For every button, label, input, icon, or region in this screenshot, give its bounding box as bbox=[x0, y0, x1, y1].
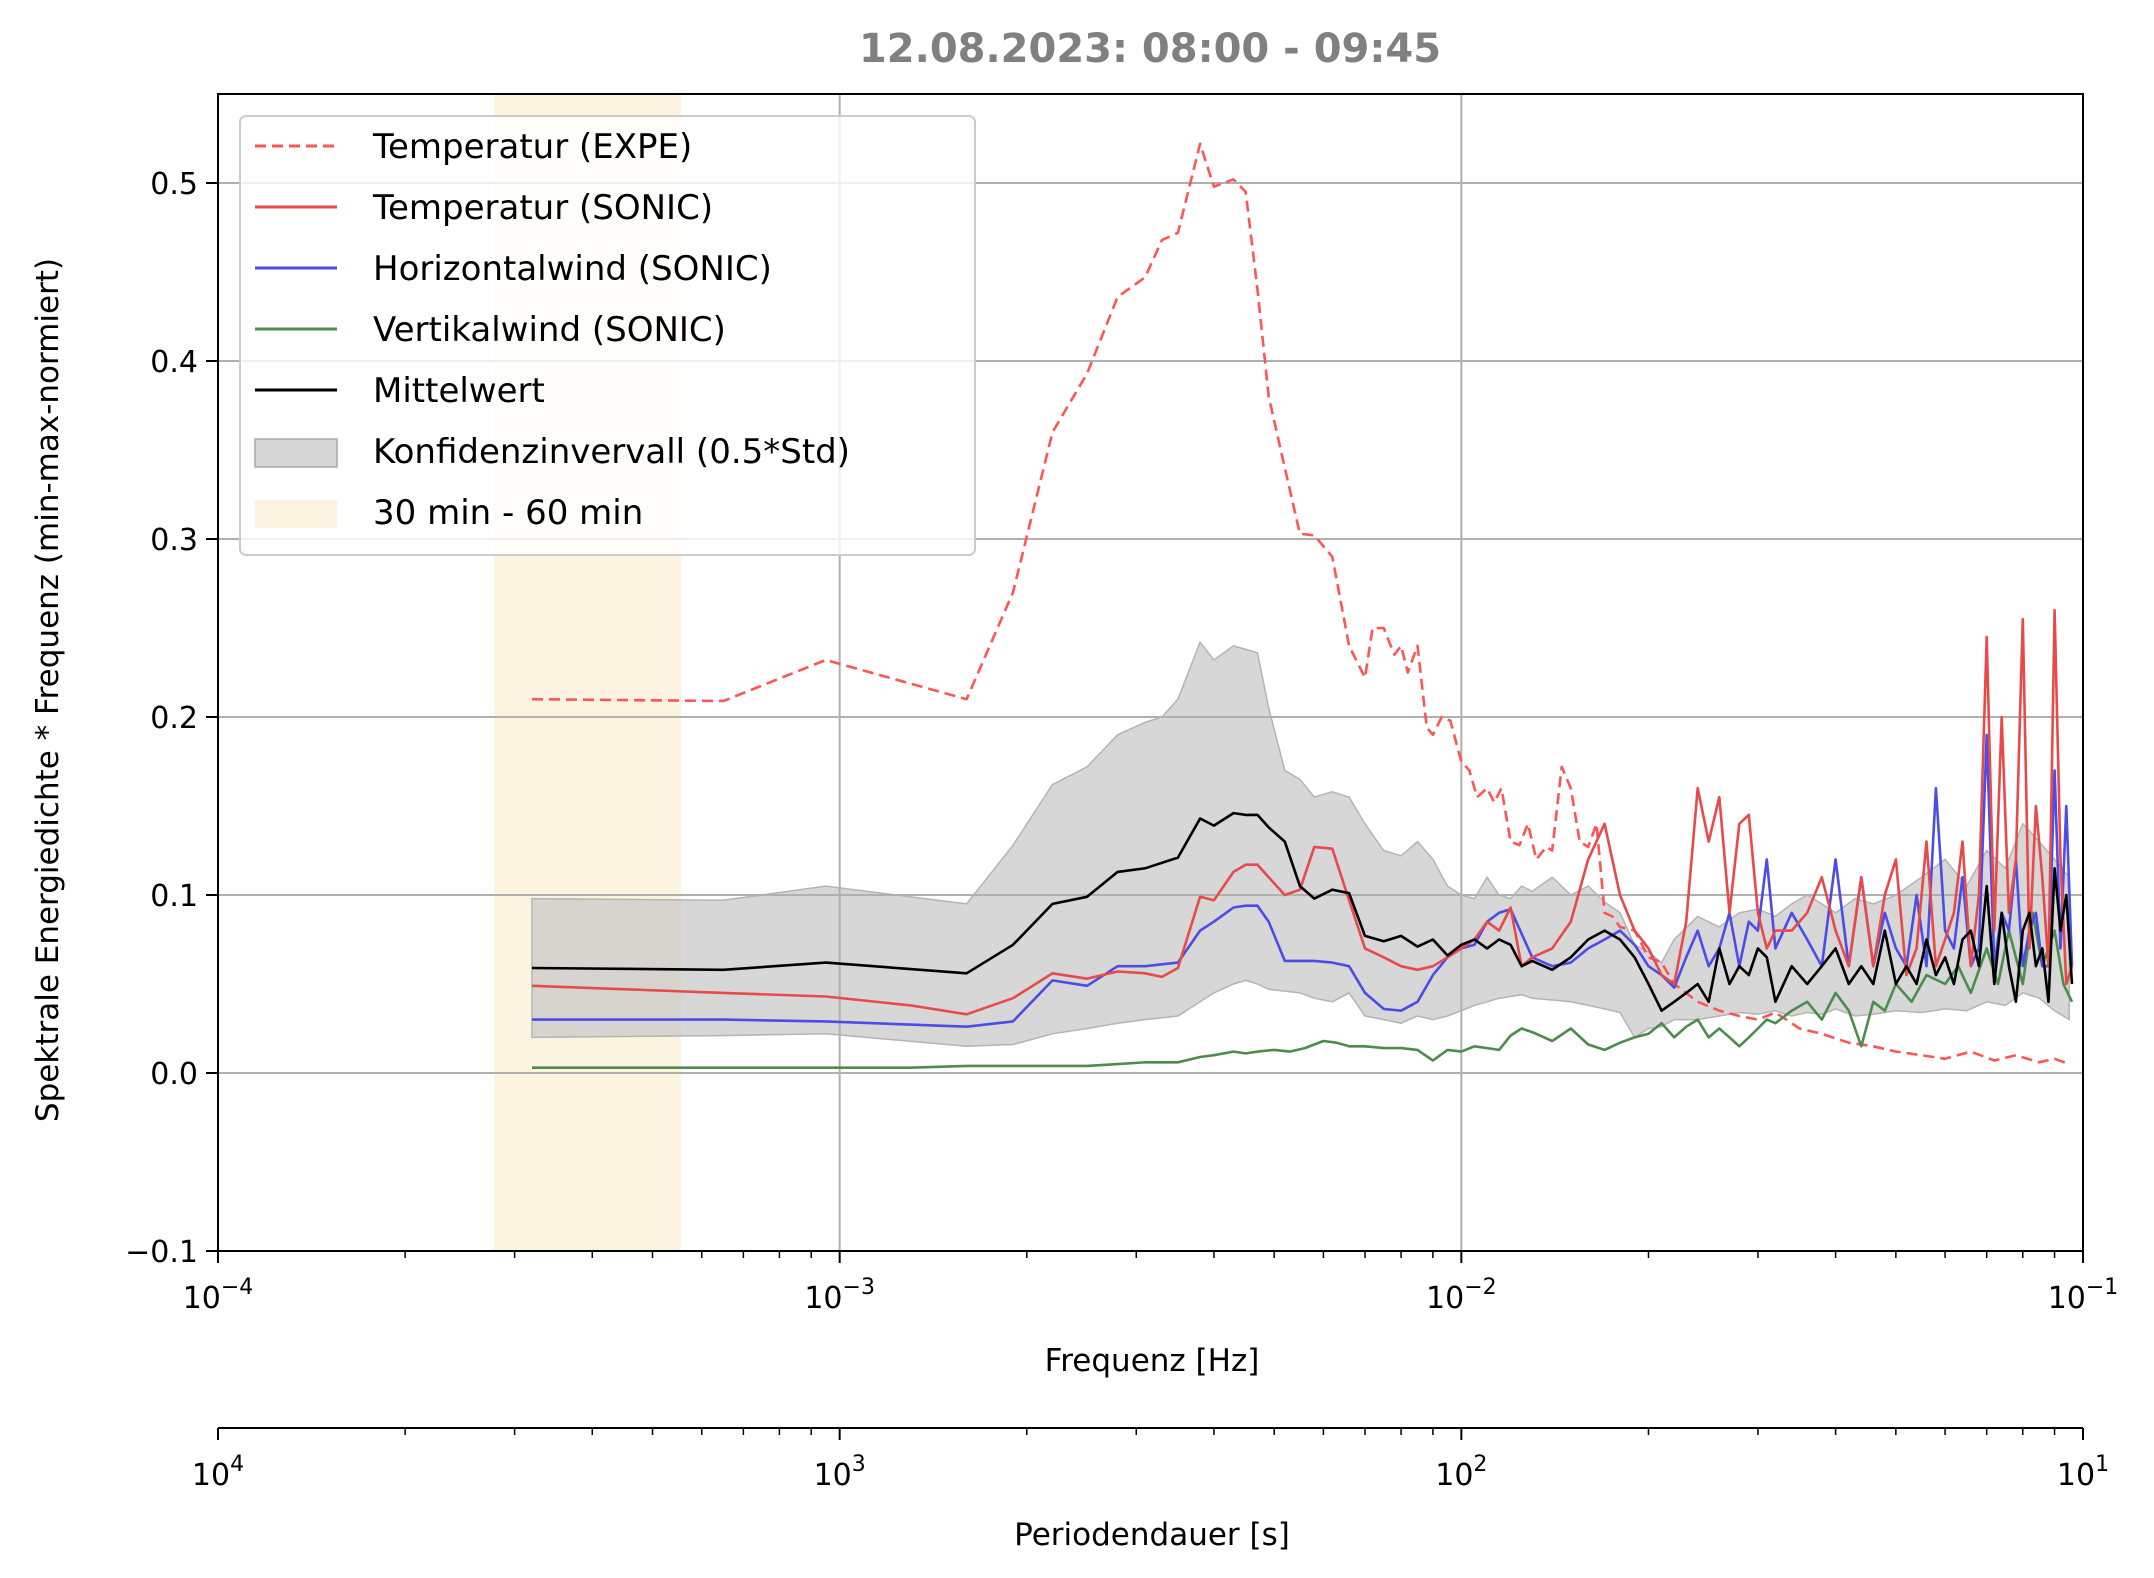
series-line bbox=[531, 811, 2074, 1013]
secondary-tick-label: 103 bbox=[814, 1452, 866, 1493]
legend-expe-label: Temperatur (EXPE) bbox=[372, 127, 692, 167]
legend-span-label: 30 min - 60 min bbox=[373, 493, 643, 533]
series-line bbox=[532, 733, 2074, 1028]
legend-span-swatch bbox=[255, 500, 337, 528]
legend-band-swatch bbox=[254, 438, 338, 468]
confidence-band bbox=[531, 640, 2070, 1048]
x-axis-label: Frequenz [Hz] bbox=[1045, 1343, 1260, 1379]
y-tick-label: 0.5 bbox=[150, 167, 198, 202]
secondary-tick-label: 102 bbox=[1435, 1452, 1487, 1493]
x-tick-label: 10−1 bbox=[2048, 1275, 2119, 1316]
y-tick-label: 0.3 bbox=[150, 523, 198, 558]
y-tick-label: 0.0 bbox=[150, 1057, 198, 1092]
legend-sonic_v-label: Vertikalwind (SONIC) bbox=[373, 310, 726, 350]
x-tick-label: 10−3 bbox=[804, 1275, 875, 1316]
y-tick-label: 0.1 bbox=[150, 879, 198, 914]
secondary-tick-label: 101 bbox=[2057, 1452, 2109, 1493]
y-axis-label: Spektrale Energiedichte * Frequenz (min-… bbox=[30, 258, 66, 1122]
y-tick-label: 0.2 bbox=[150, 701, 198, 736]
x-tick-label: 10−2 bbox=[1426, 1275, 1497, 1316]
series-line bbox=[531, 608, 2074, 1016]
chart-title: 12.08.2023: 08:00 - 09:45 bbox=[859, 26, 1441, 72]
legend-band-label: Konfidenzinvervall (0.5*Std) bbox=[373, 432, 850, 472]
x-tick-label: 10−4 bbox=[183, 1275, 254, 1316]
secondary-tick-label: 104 bbox=[192, 1452, 244, 1493]
series-line bbox=[532, 911, 2074, 1069]
plot-frame bbox=[217, 93, 2084, 1252]
legend-sonic_t-label: Temperatur (SONIC) bbox=[372, 188, 713, 228]
legend-sonic_h-label: Horizontalwind (SONIC) bbox=[373, 249, 772, 289]
series-line bbox=[531, 142, 2070, 1066]
legend-box bbox=[239, 115, 976, 556]
secondary-axis-label: Periodendauer [s] bbox=[1014, 1517, 1290, 1553]
legend: Temperatur (EXPE) Temperatur (SONIC) Horiz… bbox=[239, 115, 976, 556]
y-tick-label: 0.4 bbox=[150, 345, 198, 380]
y-tick-label: −0.1 bbox=[125, 1235, 198, 1270]
legend-mean-label: Mittelwert bbox=[373, 371, 545, 411]
